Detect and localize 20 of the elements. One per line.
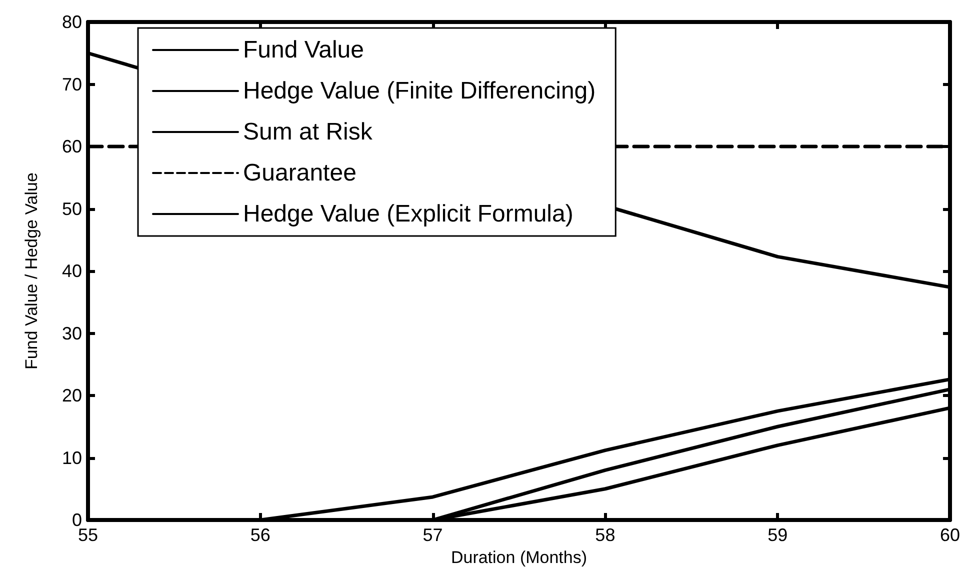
legend-label: Guarantee xyxy=(243,160,356,186)
y-tick-label: 70 xyxy=(62,74,82,94)
y-axis-title: Fund Value / Hedge Value xyxy=(22,172,41,370)
y-tick-label: 60 xyxy=(62,136,82,156)
y-tick-label: 40 xyxy=(62,261,82,281)
y-tick-label: 80 xyxy=(62,12,82,32)
y-tick-label: 20 xyxy=(62,386,82,406)
legend-label: Sum at Risk xyxy=(243,118,374,146)
y-tick-label: 50 xyxy=(62,198,82,219)
x-tick-label: 59 xyxy=(768,525,788,545)
y-tick-label: 30 xyxy=(62,323,82,344)
y-tick-label: 10 xyxy=(62,448,82,468)
x-tick-label: 56 xyxy=(250,525,270,545)
x-tick-label: 57 xyxy=(422,525,443,545)
x-axis-title: Duration (Months) xyxy=(450,548,588,567)
x-tick-label: 58 xyxy=(595,525,616,545)
legend-label: Fund Value xyxy=(243,36,364,64)
legend-label: Hedge Value (Finite Differencing) xyxy=(243,78,596,104)
x-tick-label: 60 xyxy=(940,525,960,545)
legend-label: Hedge Value (Explicit Formula) xyxy=(243,200,574,228)
